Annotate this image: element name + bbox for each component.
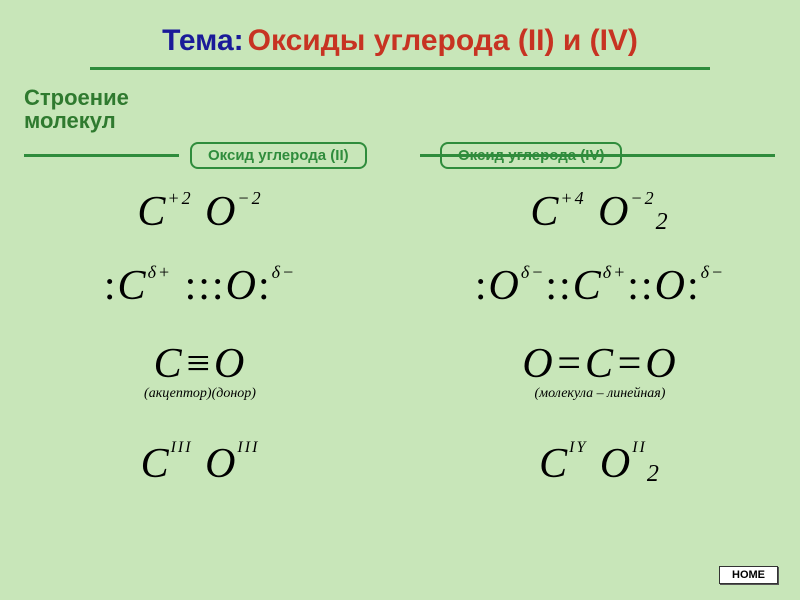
- subtitle-line1: Строение: [24, 86, 129, 109]
- subtitle-line2: молекул: [24, 109, 129, 132]
- co-lewis: :Cδ+ :::O:δ−: [0, 262, 400, 310]
- co2-oxidation: C+4 O−22: [400, 188, 800, 236]
- sub-o2: 2: [656, 209, 670, 235]
- sup-c-delta: δ+: [148, 262, 173, 282]
- co2-valence: CIY OII2: [400, 440, 800, 488]
- title-row: Тема: Оксиды углерода (II) и (IV): [0, 24, 800, 58]
- sup-c-roman2: IY: [569, 439, 587, 456]
- co-note: (акцептор)(донор): [0, 386, 400, 402]
- sub-o2b: 2: [647, 461, 661, 487]
- co2-lewis: :Oδ−::Cδ+::O:δ−: [400, 262, 800, 310]
- sup-o1-delta: δ−: [521, 262, 546, 282]
- formula-zone: C+2 O−2 :Cδ+ :::O:δ− C≡O (акцептор)(доно…: [0, 180, 800, 580]
- sup-c-roman: III: [171, 439, 193, 456]
- slide-root: Тема: Оксиды углерода (II) и (IV) Строен…: [0, 0, 800, 600]
- co-valence: CIII OIII: [0, 440, 400, 488]
- sup-o2-delta: δ−: [701, 262, 726, 282]
- home-button[interactable]: HOME: [719, 566, 778, 584]
- divider-left: [24, 154, 179, 157]
- co-oxidation: C+2 O−2: [0, 188, 400, 236]
- chip-oxide-ii[interactable]: Оксид углерода (II): [190, 142, 367, 169]
- co2-note: (молекула – линейная): [400, 386, 800, 402]
- title-underline: [90, 67, 710, 70]
- title-prefix: Тема:: [162, 24, 244, 57]
- subtitle: Строение молекул: [24, 86, 129, 132]
- chip-oxide-iv[interactable]: Оксид углерода (IV): [440, 142, 622, 169]
- sup-o-roman: III: [237, 439, 259, 456]
- co-bond: C≡O (акцептор)(донор): [0, 340, 400, 402]
- title-main: Оксиды углерода (II) и (IV): [248, 24, 638, 57]
- sup-o-roman2: II: [632, 439, 647, 456]
- sup-o-ox: −2: [237, 188, 262, 208]
- sup-o-delta: δ−: [272, 262, 297, 282]
- sup-c-ox: +2: [167, 188, 192, 208]
- sup-o2-ox: −2: [630, 188, 655, 208]
- sup-c-delta2: δ+: [603, 262, 628, 282]
- sup-c4-ox: +4: [560, 188, 585, 208]
- co2-bond: O=C=O (молекула – линейная): [400, 340, 800, 402]
